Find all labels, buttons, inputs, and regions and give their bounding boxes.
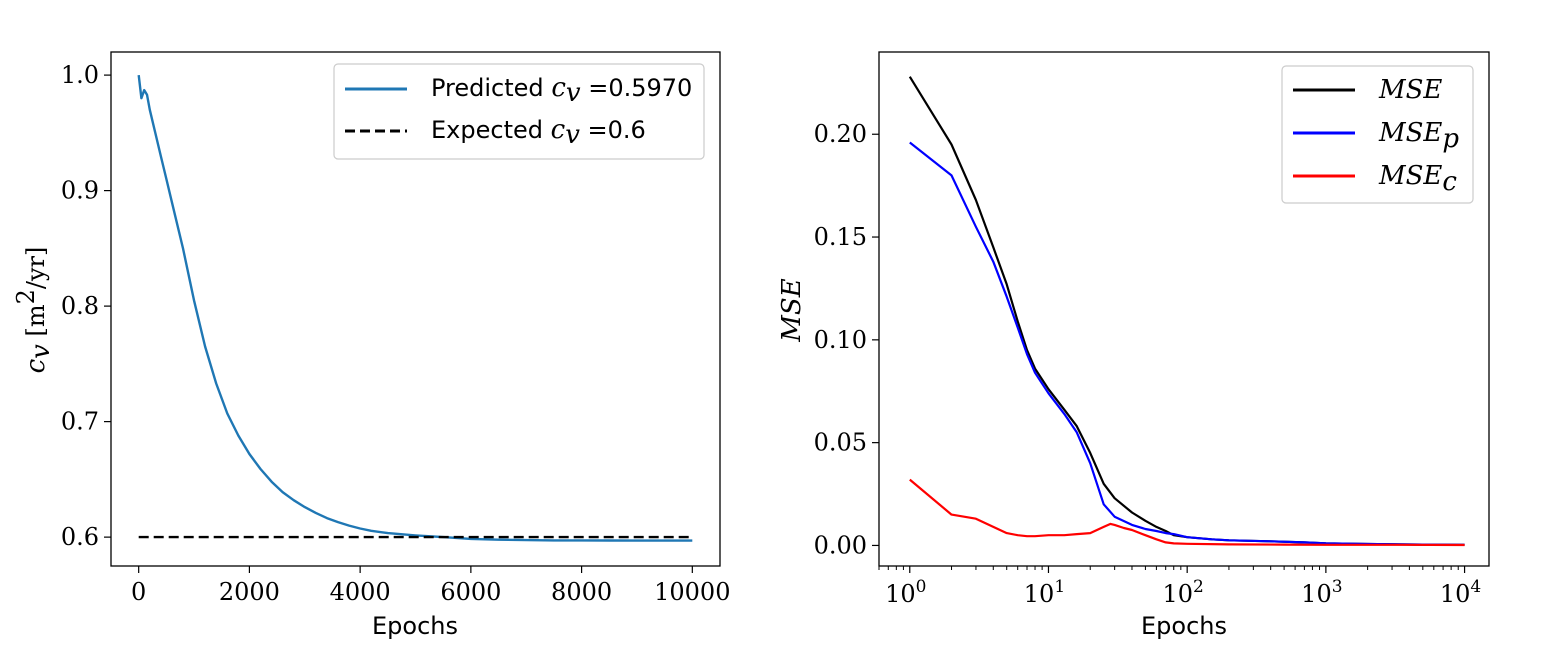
- right-y-axis-label: MSE: [777, 278, 807, 342]
- left-x-axis-label: Epochs: [372, 612, 458, 640]
- right-legend: MSE MSEp MSEc: [1281, 65, 1474, 204]
- left-x-tick-label: 10000: [654, 578, 730, 606]
- right-series: [908, 76, 1465, 547]
- left-y-tick-label: 0.8: [61, 292, 99, 320]
- left-chart: 0.6 0.7 0.8 0.9 1.0 0 2000 4000 6000 8000 10000 E…: [12, 51, 730, 640]
- right-plot-area: [878, 51, 1490, 567]
- left-y-tick-label: 1.0: [61, 61, 99, 89]
- right-x-tick-label: 104: [1440, 577, 1481, 608]
- left-y-tick-label: 0.9: [61, 177, 99, 205]
- right-y-tick-label: 0.15: [814, 223, 867, 251]
- left-x-tick-label: 6000: [440, 578, 501, 606]
- legend-label-mse: MSE: [1378, 75, 1442, 105]
- right-x-tick-label: 103: [1301, 577, 1342, 608]
- left-legend-box: [333, 63, 705, 160]
- left-y-tick-label: 0.7: [61, 408, 99, 436]
- right-x-tick-label: 102: [1162, 577, 1203, 608]
- left-y-axis-label: cv [m2/yr]: [12, 247, 56, 374]
- left-y-tick-label: 0.6: [61, 523, 99, 551]
- right-x-axis: 100 101 102 103 104: [878, 566, 1481, 608]
- legend-label-expected: Expected cv =0.6: [431, 115, 646, 150]
- right-y-axis: 0.00 0.05 0.10 0.15 0.20: [814, 120, 879, 559]
- left-y-axis: 0.6 0.7 0.8 0.9 1.0: [61, 61, 111, 551]
- legend-label-predicted: Predicted cv =0.5970: [431, 73, 692, 108]
- right-series-line-2: [909, 478, 1465, 547]
- right-y-tick-label: 0.05: [814, 429, 867, 457]
- right-legend-box: [1281, 65, 1474, 204]
- left-x-tick-label: 4000: [330, 578, 391, 606]
- right-y-tick-label: 0.20: [814, 120, 867, 148]
- left-legend: Predicted cv =0.5970 Expected cv =0.6: [333, 63, 705, 160]
- left-plot-area: [110, 51, 721, 567]
- left-x-axis: 0 2000 4000 6000 8000 10000: [131, 566, 730, 606]
- left-series: [137, 74, 693, 542]
- left-x-tick-label: 8000: [551, 578, 612, 606]
- left-series-line-0: [137, 74, 693, 542]
- right-y-tick-label: 0.10: [814, 326, 867, 354]
- left-x-tick-label: 2000: [219, 578, 280, 606]
- right-x-tick-label: 100: [885, 577, 926, 608]
- legend-label-mse-p: MSEp: [1378, 118, 1459, 154]
- left-x-tick-label: 0: [131, 578, 146, 606]
- legend-label-mse-c: MSEc: [1378, 161, 1457, 197]
- right-x-tick-label: 101: [1024, 577, 1065, 608]
- right-series-line-1: [909, 141, 1465, 546]
- right-y-tick-label: 0.00: [814, 531, 867, 559]
- right-x-axis-label: Epochs: [1141, 612, 1227, 640]
- right-chart: 0.00 0.05 0.10 0.15 0.20 100 101 102 103 104 Epo…: [777, 51, 1490, 640]
